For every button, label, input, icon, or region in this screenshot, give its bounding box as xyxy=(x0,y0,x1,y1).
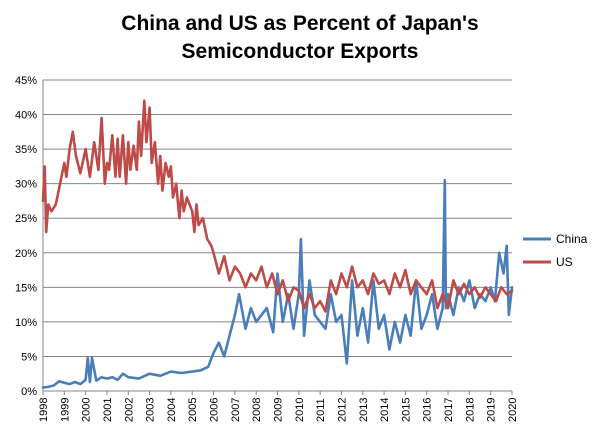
chart-title: China and US as Percent of Japan's Semic… xyxy=(0,10,600,66)
y-tick-label: 15% xyxy=(15,282,37,294)
x-tick-label: 2005 xyxy=(187,398,199,422)
x-tick-label: 2001 xyxy=(102,398,114,422)
legend-label-china: China xyxy=(556,232,588,246)
x-tick-label: 1999 xyxy=(59,398,71,422)
x-tick-label: 2014 xyxy=(379,398,391,422)
x-tick-label: 2015 xyxy=(400,398,412,422)
y-tick-label: 25% xyxy=(15,213,37,225)
x-tick-label: 2002 xyxy=(123,398,135,422)
chart-title-line-2: Semiconductor Exports xyxy=(181,40,419,63)
x-tick-label: 2012 xyxy=(336,398,348,422)
x-tick-label: 2018 xyxy=(464,398,476,422)
x-axis-ticks: 1998 1999 2000 2001 2002 2003 2004 2005 2006 2007… xyxy=(38,391,519,422)
x-tick-label: 2006 xyxy=(209,398,221,422)
x-tick-label: 2008 xyxy=(251,398,263,422)
y-tick-label: 45% xyxy=(15,75,37,87)
y-tick-label: 5% xyxy=(21,351,37,363)
y-tick-label: 20% xyxy=(15,248,37,260)
y-tick-label: 35% xyxy=(15,144,37,156)
axes xyxy=(42,80,512,392)
y-tick-label: 0% xyxy=(21,386,37,398)
legend: China US xyxy=(523,232,588,269)
x-tick-label: 2000 xyxy=(81,398,93,422)
y-axis-ticks: 0% 5% 10% 15% 20% 25% 30% 35% 40% 45% xyxy=(15,75,37,398)
x-tick-label: 2004 xyxy=(166,398,178,422)
legend-label-us: US xyxy=(556,255,573,269)
x-tick-label: 2010 xyxy=(294,398,306,422)
y-tick-label: 30% xyxy=(15,179,37,191)
gridlines xyxy=(43,79,512,392)
series-lines xyxy=(41,99,514,389)
x-tick-label: 2009 xyxy=(273,398,285,422)
x-tick-label: 2017 xyxy=(443,398,455,422)
x-tick-label: 2011 xyxy=(315,398,327,422)
x-tick-label: 2013 xyxy=(358,398,370,422)
series-line-china xyxy=(41,178,514,389)
x-tick-label: 1998 xyxy=(38,398,50,422)
y-tick-label: 40% xyxy=(15,110,37,122)
series-line-us xyxy=(41,99,514,313)
chart-title-line-1: China and US as Percent of Japan's xyxy=(121,12,479,35)
x-tick-label: 2019 xyxy=(486,398,498,422)
x-tick-label: 2016 xyxy=(422,398,434,422)
y-tick-label: 10% xyxy=(15,317,37,329)
x-tick-label: 2007 xyxy=(230,398,242,422)
x-tick-label: 2020 xyxy=(507,398,519,422)
x-tick-label: 2003 xyxy=(145,398,157,422)
